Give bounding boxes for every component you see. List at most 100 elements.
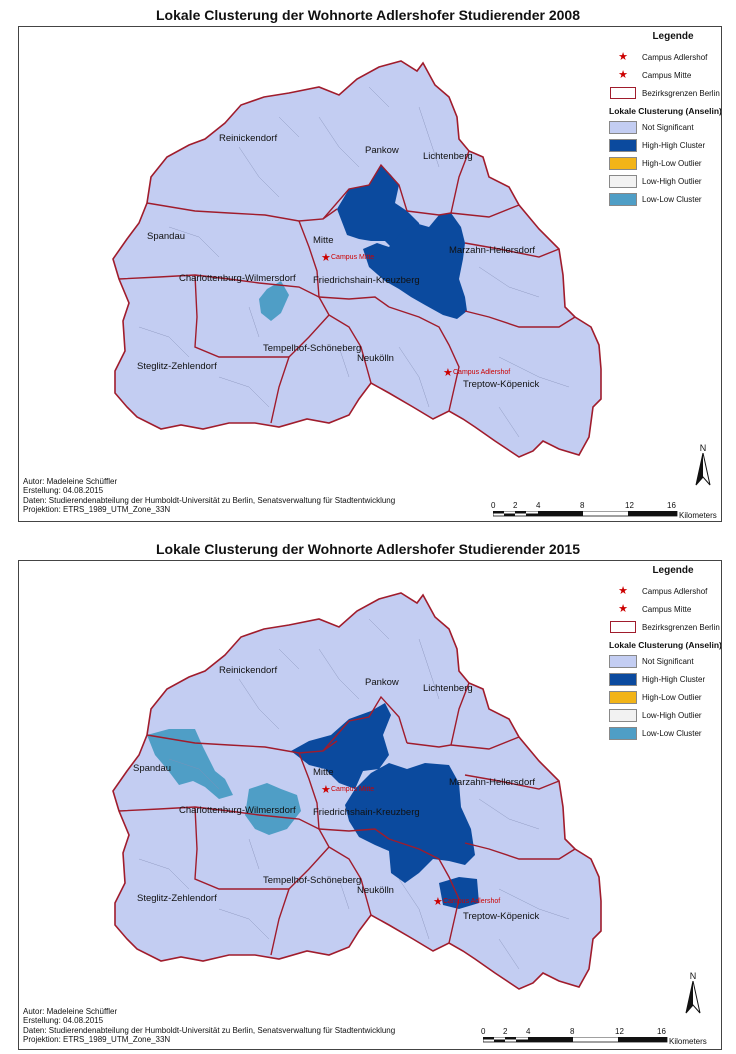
legend-row-boundaries: Bezirksgrenzen Berlin [607,84,721,102]
label-reinickendorf: Reinickendorf [219,665,277,676]
star-icon: ★ [618,584,628,597]
legend-section-title: Lokale Clusterung (Anselin) [609,640,722,650]
campus-adlershof-star: ★ [433,896,443,908]
map-frame-2015: Reinickendorf Pankow Lichtenberg Spandau… [18,560,722,1050]
legend-2008: Legende ★ Campus Adlershof ★ Campus Mitte … [607,31,722,208]
label-friedrichshain-kreuzberg: Friedrichshain-Kreuzberg [313,275,420,286]
ll-cluster-charlottenburg [259,281,289,321]
label-reinickendorf: Reinickendorf [219,133,277,144]
scale-bar-2008: 0 2 4 8 12 16 Kilometers [491,501,717,520]
meta-created: Erstellung: 04.08.2015 [23,1016,104,1026]
swatch-high-low [609,690,637,704]
legend-row-campus-adlershof: ★ Campus Adlershof [618,50,708,63]
meta-data-source: Daten: Studierendenabteilung der Humbold… [23,1025,396,1035]
legend-row-low-high: Low-High Outlier [607,172,721,190]
swatch-not-significant [609,654,637,668]
campus-mitte-label: Campus Mitte [331,786,374,793]
hh-cluster-north [291,703,391,789]
legend-row-high-low: High-Low Outlier [607,154,721,172]
label-marzahn-hellersdorf: Marzahn-Hellersdorf [449,245,535,256]
label-mitte: Mitte [313,767,334,778]
label-neukoelln: Neukölln [357,353,394,364]
hh-cluster-east [345,763,475,883]
swatch-low-high [609,708,637,722]
campus-adlershof-star: ★ [443,367,453,379]
label-treptow-koepenick: Treptow-Köpenick [463,911,539,922]
ll-cluster-charlottenburg [245,783,301,835]
subdistrict-lines [138,86,570,438]
north-arrow: N [695,443,711,489]
swatch-low-low [609,726,637,740]
map-frame-2008: Reinickendorf Pankow Lichtenberg Spandau… [18,26,722,522]
legend-row-low-low: Low-Low Cluster [607,724,721,742]
district-boundaries [118,150,576,424]
hh-cluster-east [363,213,467,319]
berlin-map-2015: Reinickendorf Pankow Lichtenberg Spandau… [112,592,602,990]
map-metadata-2008: Autor: Madeleine Schüffler Erstellung: 0… [23,477,395,514]
label-treptow-koepenick: Treptow-Köpenick [463,379,539,390]
map-metadata-2015: Autor: Madeleine Schüffler Erstellung: 0… [23,1007,395,1044]
label-friedrichshain-kreuzberg: Friedrichshain-Kreuzberg [313,807,420,818]
scale-bar-graphic [493,511,678,517]
star-icon: ★ [618,602,628,615]
legend-row-low-low: Low-Low Cluster [607,190,721,208]
berlin-map-2008: Reinickendorf Pankow Lichtenberg Spandau… [112,60,602,458]
scale-bar-graphic [483,1037,668,1043]
legend-row-not-significant: Not Significant [607,652,721,670]
campus-adlershof-label: Campus Adlershof [443,898,500,905]
boundary-swatch [610,87,636,99]
swatch-not-significant [609,120,637,134]
north-arrow: N [685,971,701,1017]
north-arrow-icon [685,980,701,1014]
label-spandau: Spandau [147,231,185,242]
campus-adlershof-label: Campus Adlershof [453,369,510,376]
label-lichtenberg: Lichtenberg [423,683,473,694]
district-boundaries [118,682,576,956]
legend-row-not-significant: Not Significant [607,118,721,136]
legend-title: Legende [652,565,694,576]
meta-created: Erstellung: 04.08.2015 [23,486,104,496]
meta-projection: Projektion: ETRS_1989_UTM_Zone_33N [23,1034,171,1044]
meta-projection: Projektion: ETRS_1989_UTM_Zone_33N [23,504,171,514]
swatch-low-high [609,174,637,188]
legend-title: Legende [652,31,694,42]
star-icon: ★ [618,50,628,63]
legend-row-high-high: High-High Cluster [607,136,721,154]
label-neukoelln: Neukölln [357,885,394,896]
legend-2015: Legende ★ Campus Adlershof ★ Campus Mitte … [607,565,722,742]
legend-row-low-high: Low-High Outlier [607,706,721,724]
map-title-2008: Lokale Clusterung der Wohnorte Adlershof… [156,7,580,23]
campus-mitte-star: ★ [321,784,331,796]
label-marzahn-hellersdorf: Marzahn-Hellersdorf [449,777,535,788]
scale-bar-2015: 0 2 4 8 12 16 Kilometers [481,1027,707,1046]
map-title-2015: Lokale Clusterung der Wohnorte Adlershof… [156,541,580,557]
hh-cluster-adlershof [439,877,479,909]
legend-row-high-high: High-High Cluster [607,670,721,688]
swatch-high-high [609,138,637,152]
legend-section-title: Lokale Clusterung (Anselin) [609,106,722,116]
legend-row-campus-adlershof: ★ Campus Adlershof [618,584,708,597]
legend-row-campus-mitte: ★ Campus Mitte [618,602,692,615]
hh-cluster-north [337,165,423,253]
legend-row-boundaries: Bezirksgrenzen Berlin [607,618,721,636]
subdistrict-lines [138,618,570,970]
north-arrow-icon [695,452,711,486]
meta-author: Autor: Madeleine Schüffler [23,477,118,486]
meta-data-source: Daten: Studierendenabteilung der Humbold… [23,495,396,505]
label-lichtenberg: Lichtenberg [423,151,473,162]
label-spandau: Spandau [133,763,171,774]
legend-row-campus-mitte: ★ Campus Mitte [618,68,692,81]
swatch-high-high [609,672,637,686]
label-charlottenburg-wilmersdorf: Charlottenburg-Wilmersdorf [179,805,296,816]
campus-mitte-label: Campus Mitte [331,254,374,261]
label-mitte: Mitte [313,235,334,246]
label-charlottenburg-wilmersdorf: Charlottenburg-Wilmersdorf [179,273,296,284]
star-icon: ★ [618,68,628,81]
swatch-low-low [609,192,637,206]
legend-row-high-low: High-Low Outlier [607,688,721,706]
label-steglitz-zehlendorf: Steglitz-Zehlendorf [137,361,217,372]
campus-mitte-star: ★ [321,252,331,264]
label-tempelhof-schoeneberg: Tempelhof-Schöneberg [263,343,361,354]
boundary-swatch [610,621,636,633]
label-pankow: Pankow [365,677,399,688]
